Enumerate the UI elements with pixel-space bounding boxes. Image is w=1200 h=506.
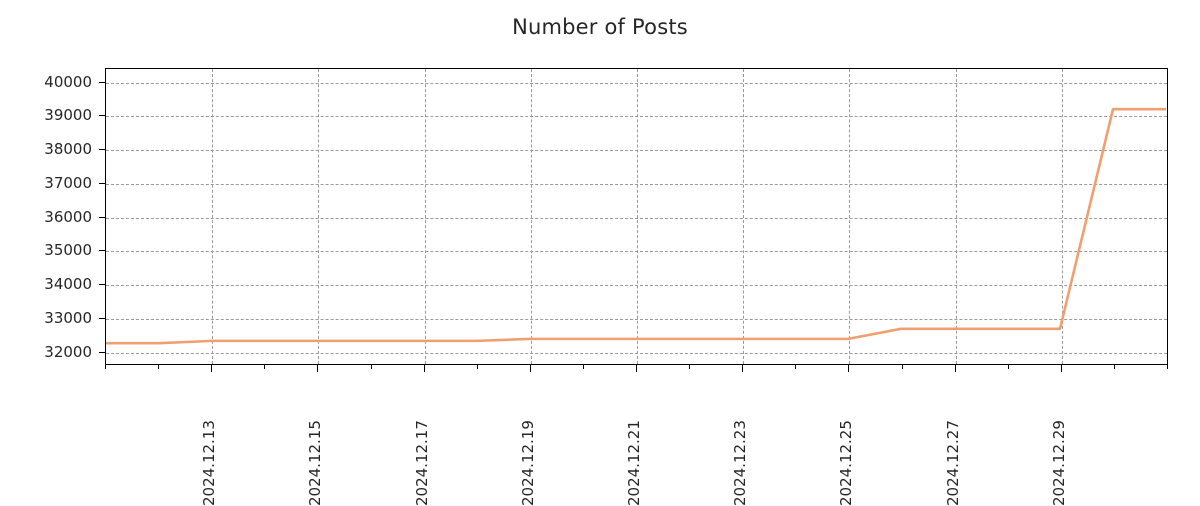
x-tick-mark-minor [1113, 365, 1115, 369]
x-tick-label: 2024.12.21 [625, 420, 643, 506]
y-tick-mark [99, 317, 105, 319]
x-tick-mark-minor [1007, 365, 1009, 369]
x-tick-label: 2024.12.29 [1049, 420, 1068, 506]
x-tick-mark-major [1060, 365, 1062, 372]
gridline-vertical [530, 69, 532, 364]
x-tick-mark-minor [370, 365, 372, 369]
x-tick-mark-major [636, 365, 637, 372]
gridline-vertical [743, 69, 745, 364]
y-tick-mark [99, 216, 105, 218]
x-tick-label: 2024.12.23 [731, 420, 750, 506]
x-tick-mark-minor [795, 365, 797, 369]
chart-title: Number of Posts [512, 15, 688, 39]
x-tick-mark-minor [158, 365, 160, 369]
x-tick-mark-major [848, 365, 850, 372]
y-tick-label: 32000 [44, 342, 92, 361]
y-tick-mark [99, 182, 105, 184]
gridline-horizontal [106, 318, 1167, 320]
y-tick-mark [99, 115, 105, 117]
gridline-horizontal [106, 251, 1167, 253]
y-tick-label: 35000 [44, 241, 92, 260]
gridline-vertical [1061, 69, 1063, 364]
gridline-vertical [212, 69, 214, 364]
x-tick-mark-major [954, 365, 956, 372]
x-tick-mark-minor [582, 365, 584, 369]
x-tick-label: 2024.12.27 [943, 420, 962, 506]
gridline-horizontal [106, 116, 1167, 118]
gridline-vertical [849, 69, 851, 364]
x-tick-mark-major [423, 365, 425, 372]
y-tick-mark [99, 250, 105, 252]
y-tick-label: 34000 [44, 275, 92, 293]
plot-area [105, 68, 1168, 365]
x-tick-mark-minor [1167, 365, 1168, 369]
x-tick-label: 2024.12.13 [200, 420, 219, 506]
x-tick-mark-minor [476, 365, 478, 369]
y-tick-label: 33000 [44, 308, 92, 327]
x-tick-mark-minor [689, 365, 691, 369]
y-tick-label: 36000 [44, 207, 92, 226]
gridline-horizontal [106, 150, 1167, 151]
gridline-horizontal [106, 352, 1167, 354]
series-line-number-of-posts [106, 107, 1167, 345]
gridline-horizontal [106, 285, 1167, 286]
y-tick-label: 40000 [44, 72, 92, 91]
y-tick-mark [99, 351, 105, 353]
x-tick-label: 2024.12.15 [306, 420, 325, 506]
x-tick-label: 2024.12.17 [412, 420, 431, 506]
y-tick-mark [99, 149, 105, 150]
y-tick-mark [99, 81, 105, 83]
gridline-vertical [637, 69, 638, 364]
x-tick-label: 2024.12.19 [518, 420, 537, 506]
gridline-vertical [424, 69, 426, 364]
x-tick-mark-minor [105, 365, 106, 369]
x-tick-mark-major [742, 365, 744, 372]
y-tick-label: 39000 [44, 106, 92, 125]
gridline-horizontal [106, 183, 1167, 185]
data-line-layer [106, 107, 1167, 345]
x-tick-mark-minor [901, 365, 903, 369]
x-tick-mark-major [317, 365, 319, 372]
x-tick-mark-major [529, 365, 531, 372]
x-tick-label: 2024.12.25 [837, 420, 856, 506]
gridline-horizontal [106, 217, 1167, 219]
y-tick-mark [99, 284, 105, 285]
y-tick-label: 37000 [44, 173, 92, 192]
gridline-horizontal [106, 82, 1167, 84]
x-tick-mark-minor [264, 365, 266, 369]
y-tick-label: 38000 [44, 140, 92, 158]
x-tick-mark-major [211, 365, 213, 372]
gridline-vertical [955, 69, 957, 364]
gridline-vertical [318, 69, 320, 364]
